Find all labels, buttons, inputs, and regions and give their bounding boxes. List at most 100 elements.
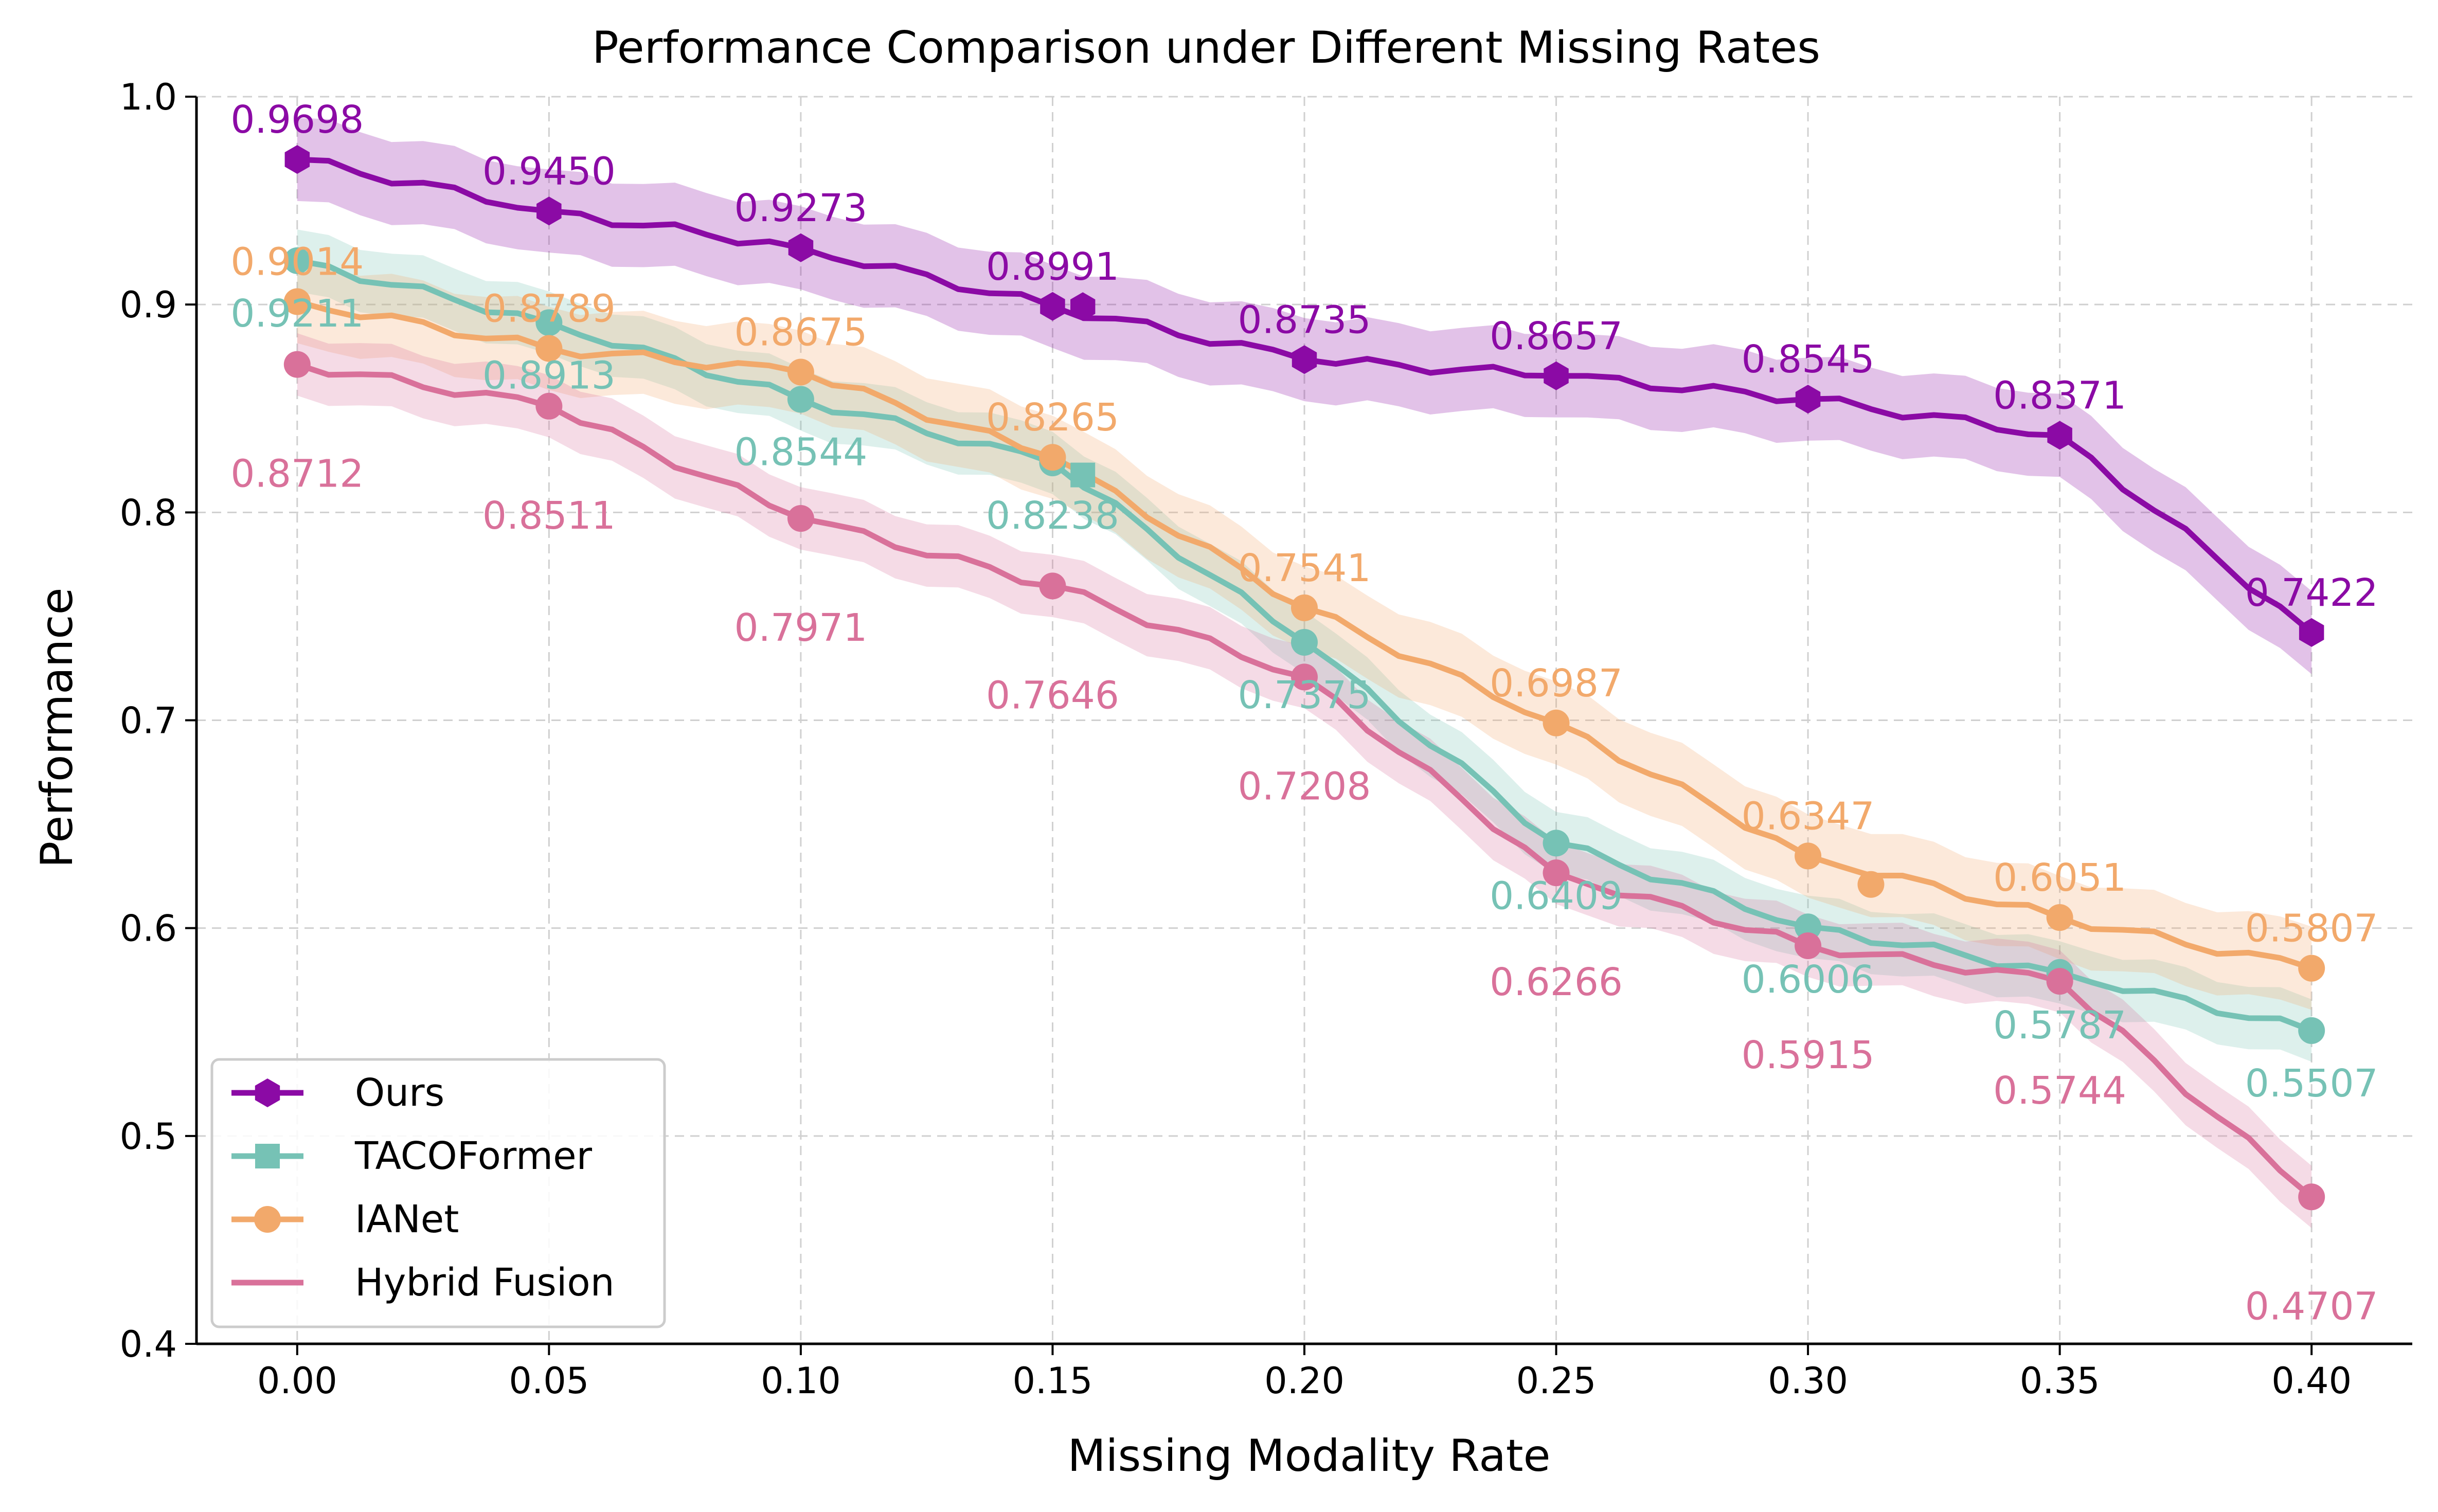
data-label-tacoformer: 0.5507 [2245, 1061, 2378, 1106]
data-label-tacoformer: 0.5787 [1993, 1003, 2126, 1048]
data-point-hybrid-fusion [787, 505, 814, 532]
data-point-ours [284, 145, 310, 174]
data-label-ours: 0.8371 [1993, 373, 2126, 418]
data-label-hybrid-fusion: 0.7208 [1238, 764, 1371, 808]
legend-item-ours: Ours [231, 1071, 444, 1115]
data-label-ours: 0.8657 [1490, 314, 1623, 358]
data-point-hybrid-fusion [2046, 968, 2073, 995]
legend-label-tacoformer: TACOFormer [354, 1134, 593, 1178]
label-layer: 0.9698 0.9450 0.9273 0.8991 0.8735 0.8657 0.85… [230, 98, 2378, 1328]
data-point-ours [1795, 385, 1821, 414]
chart-title: Performance Comparison under Different M… [592, 22, 1820, 74]
y-tick-label: 0.8 [120, 492, 177, 534]
x-tick-label: 0.30 [1768, 1360, 1848, 1402]
y-tick-label: 0.6 [120, 908, 177, 950]
data-label-ianet: 0.7541 [1238, 546, 1371, 590]
data-label-hybrid-fusion: 0.4707 [2245, 1284, 2378, 1328]
legend-label-ours: Ours [355, 1071, 444, 1115]
x-tick-label: 0.25 [1516, 1360, 1597, 1402]
data-label-tacoformer: 0.6409 [1490, 874, 1623, 918]
y-tick-label: 0.7 [120, 700, 177, 742]
data-point-ours [1040, 292, 1065, 321]
series-marker-ours [1070, 292, 1096, 321]
data-point-hybrid-fusion [2298, 1183, 2325, 1211]
legend-label-hybrid-fusion: Hybrid Fusion [355, 1261, 615, 1305]
y-tick-label: 1.0 [120, 76, 177, 118]
x-tick-label: 0.20 [1264, 1360, 1345, 1402]
data-label-ianet: 0.8675 [734, 311, 867, 355]
data-label-ianet: 0.8265 [986, 395, 1119, 440]
x-axis-label: Missing Modality Rate [1067, 1430, 1550, 1482]
data-label-ianet: 0.6347 [1742, 794, 1875, 838]
data-label-ours: 0.8735 [1238, 298, 1371, 342]
x-tick-label: 0.35 [2020, 1360, 2100, 1402]
legend: Ours TACOFormer IANet Hybrid Fusion [210, 1058, 666, 1328]
data-label-tacoformer: 0.9211 [230, 292, 364, 336]
confidence-band-hybrid-fusion [297, 333, 2312, 1228]
series-marker-ianet [1857, 871, 1885, 898]
data-point-tacoformer [1795, 913, 1822, 941]
data-point-hybrid-fusion [1795, 932, 1822, 960]
series-marker-tacoformer [1070, 462, 1096, 488]
data-point-ours [1292, 345, 1317, 374]
data-point-ours [2299, 618, 2324, 647]
data-point-hybrid-fusion [1543, 859, 1570, 887]
data-label-ours: 0.7422 [2245, 571, 2378, 615]
data-label-hybrid-fusion: 0.5915 [1742, 1033, 1875, 1077]
data-label-hybrid-fusion: 0.7646 [986, 673, 1119, 717]
data-label-ours: 0.9698 [230, 98, 364, 142]
x-tick-label: 0.15 [1013, 1360, 1093, 1402]
y-tick-label: 0.5 [120, 1115, 177, 1158]
axis-layer: 0.00 0.05 0.10 0.15 0.20 0.25 0.30 0.35 0.40 0.4 0… [120, 76, 2412, 1402]
legend-marker-tacoformer [255, 1144, 280, 1168]
legend-item-ianet: IANet [231, 1197, 459, 1241]
data-label-tacoformer: 0.8544 [734, 430, 867, 474]
data-label-hybrid-fusion: 0.5744 [1993, 1069, 2126, 1113]
data-point-ianet [2046, 904, 2073, 931]
data-point-hybrid-fusion [535, 392, 563, 420]
data-label-ianet: 0.9014 [230, 240, 364, 284]
legend-label-ianet: IANet [355, 1197, 459, 1241]
legend-marker-ours [255, 1078, 280, 1107]
data-label-ianet: 0.5807 [2245, 907, 2378, 951]
data-point-tacoformer [1543, 830, 1570, 857]
legend-item-hybrid-fusion: Hybrid Fusion [231, 1261, 615, 1305]
marker-layer [283, 145, 2325, 1211]
data-label-hybrid-fusion: 0.7971 [734, 606, 867, 650]
data-label-hybrid-fusion: 0.6266 [1490, 960, 1623, 1004]
x-tick-label: 0.10 [761, 1360, 841, 1402]
data-label-ours: 0.8545 [1742, 337, 1875, 382]
data-label-tacoformer: 0.8238 [986, 494, 1119, 538]
data-point-ianet [1543, 709, 1570, 736]
data-point-ianet [2298, 955, 2325, 982]
y-tick-label: 0.9 [120, 284, 177, 326]
data-label-tacoformer: 0.8913 [482, 353, 616, 398]
data-point-ianet [283, 288, 311, 315]
x-tick-label: 0.00 [257, 1360, 337, 1402]
data-label-ours: 0.8991 [986, 245, 1119, 289]
data-point-ianet [535, 335, 563, 362]
data-point-hybrid-fusion [283, 351, 311, 378]
x-tick-label: 0.05 [509, 1360, 589, 1402]
data-label-ianet: 0.6051 [1993, 856, 2126, 900]
legend-item-tacoformer: TACOFormer [231, 1134, 593, 1178]
data-point-ianet [787, 358, 814, 386]
data-point-ours [1544, 361, 1569, 390]
data-label-tacoformer: 0.7375 [1238, 673, 1371, 717]
data-label-ianet: 0.8789 [482, 286, 616, 331]
data-label-ours: 0.9273 [734, 186, 867, 230]
data-point-hybrid-fusion [1291, 663, 1318, 691]
data-label-hybrid-fusion: 0.8712 [230, 452, 364, 496]
data-point-tacoformer [787, 386, 814, 413]
y-tick-label: 0.4 [120, 1323, 177, 1365]
data-point-ianet [1039, 444, 1066, 471]
data-point-tacoformer [535, 309, 563, 336]
data-label-hybrid-fusion: 0.8511 [482, 494, 616, 538]
data-point-ours [2047, 421, 2072, 450]
data-point-hybrid-fusion [1039, 572, 1066, 600]
data-point-ianet [1291, 594, 1318, 621]
y-axis-label: Performance [31, 588, 83, 868]
data-point-ours [788, 233, 814, 262]
data-label-tacoformer: 0.6006 [1742, 958, 1875, 1002]
